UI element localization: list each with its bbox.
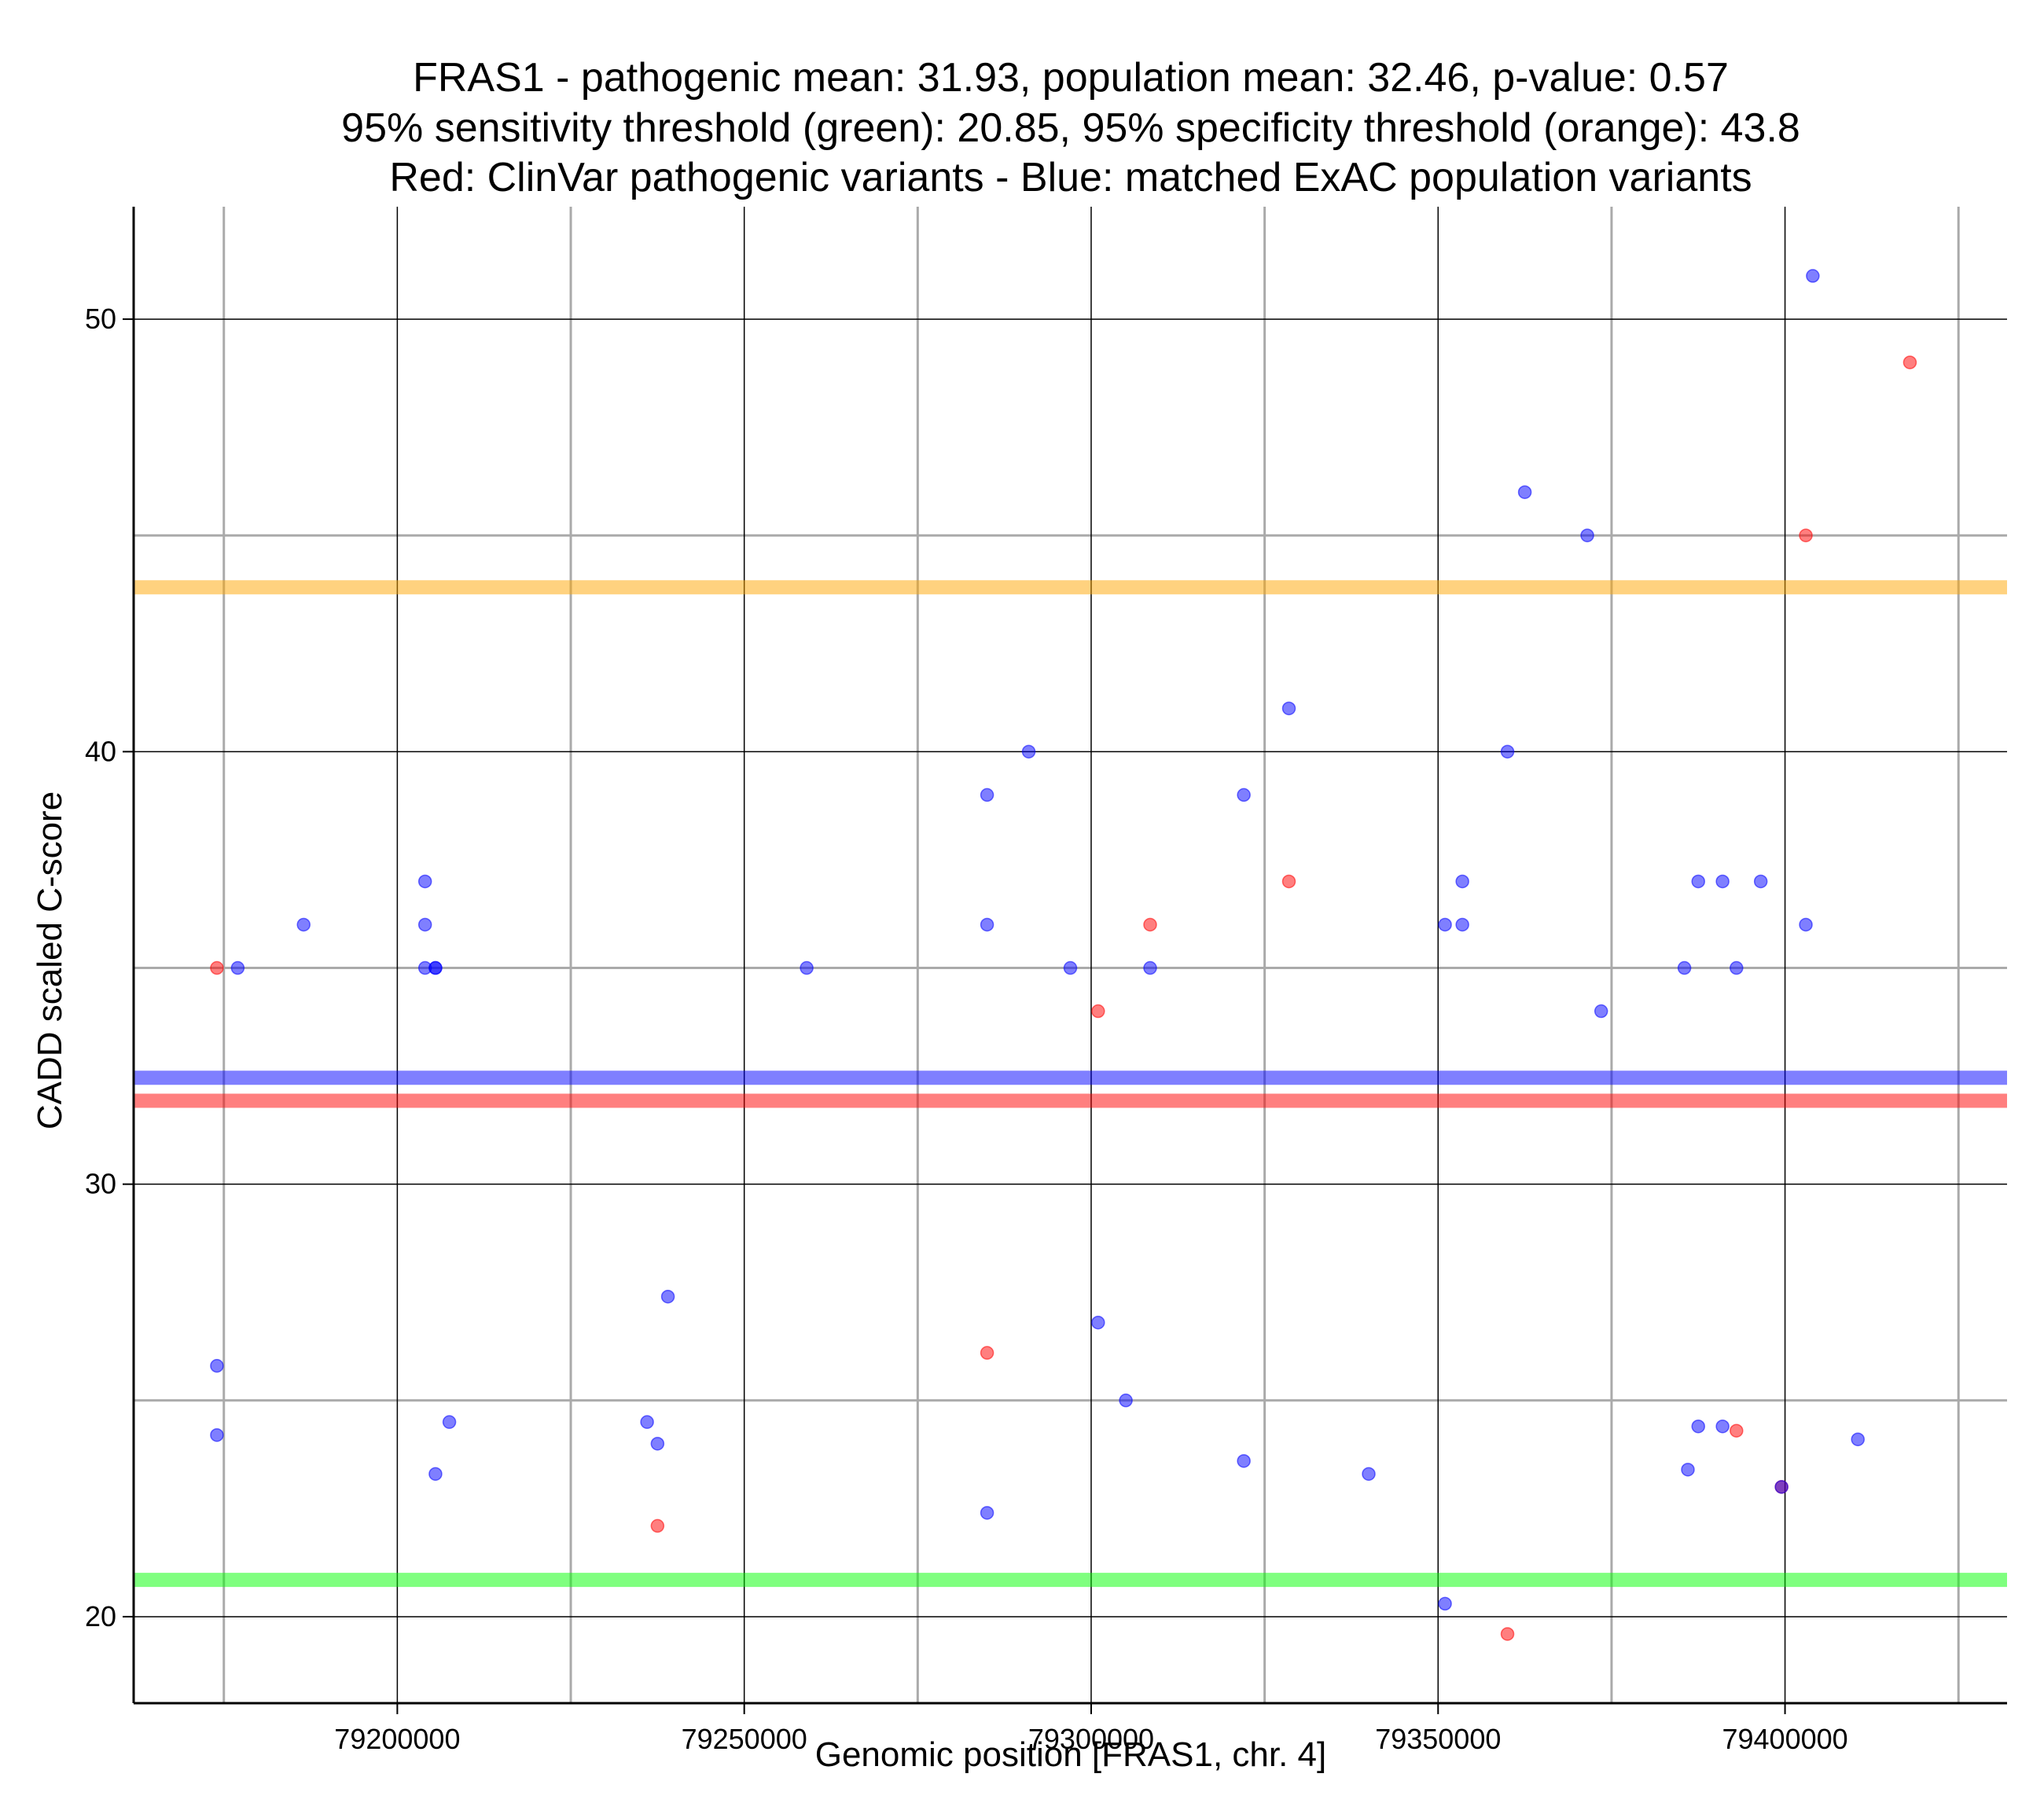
x-tick-label: 79250000	[682, 1723, 807, 1755]
pathogenic-variant-point	[1143, 917, 1157, 932]
pathogenic-variant-point	[650, 1518, 665, 1533]
population-variant-point	[442, 1415, 457, 1430]
population-variant-point	[210, 1428, 224, 1442]
population-variant-point	[1438, 917, 1452, 932]
pathogenic-variant-point	[980, 1346, 994, 1360]
population-variant-point	[1362, 1467, 1376, 1482]
y-axis-label: CADD scaled C-score	[31, 791, 69, 1129]
population-variant-point	[980, 788, 994, 802]
population-variant-point	[1691, 874, 1705, 889]
y-tick-label: 50	[85, 303, 116, 335]
population-variant-point	[428, 960, 443, 975]
population-variant-point	[640, 1415, 654, 1430]
pathogenic-variant-point	[1730, 1423, 1744, 1438]
pathogenic-variant-point	[1902, 355, 1917, 369]
population-variant-point	[1237, 788, 1251, 802]
population-variant-point	[1091, 1315, 1105, 1330]
population-variant-point	[1730, 960, 1744, 975]
population-variant-point	[1806, 269, 1820, 283]
pathogenic-variant-point	[1281, 874, 1296, 889]
population-variant-point	[1594, 1004, 1608, 1019]
axes	[132, 207, 2007, 1705]
population-variant-point	[428, 1467, 443, 1482]
pathogenic-variant-point	[210, 960, 224, 975]
pathogenic-variant-point	[1091, 1004, 1105, 1019]
pathogenic-variant-point	[1799, 528, 1813, 542]
pathogenic-variant-point	[1500, 1627, 1515, 1641]
population-variant-point	[417, 917, 432, 932]
chart-title: FRAS1 - pathogenic mean: 31.93, populati…	[341, 55, 1800, 200]
population-variant-point	[417, 874, 432, 889]
population-variant-point	[1455, 874, 1469, 889]
population-variant-point	[1677, 960, 1692, 975]
population-variant-point	[980, 1506, 994, 1520]
population-variant-point	[1237, 1454, 1251, 1468]
population-variant-point	[1281, 701, 1296, 716]
population-variant-point	[230, 960, 245, 975]
title-line-1: FRAS1 - pathogenic mean: 31.93, populati…	[413, 55, 1729, 101]
population-variant-point	[1455, 917, 1469, 932]
population-variant-point	[1715, 1419, 1730, 1434]
x-tick-label: 79350000	[1375, 1723, 1501, 1755]
x-tick-label: 79400000	[1722, 1723, 1847, 1755]
tick-labels: 79200000 79250000 79300000 79350000 79400000…	[85, 303, 1848, 1755]
population-variant-point	[1851, 1432, 1865, 1447]
reference-lines	[134, 580, 2007, 1588]
grid-lines	[134, 207, 2007, 1703]
population-variant-point	[800, 960, 814, 975]
population-variant-point	[1021, 744, 1036, 759]
population-variant-point	[660, 1289, 675, 1304]
population-variant-point	[296, 917, 311, 932]
population-variant-point	[1691, 1419, 1705, 1434]
y-tick-label: 40	[85, 735, 116, 767]
population-variant-point	[1753, 874, 1768, 889]
population-variant-point	[210, 1359, 224, 1373]
population-variant-point	[1119, 1394, 1133, 1408]
x-tick-label: 79300000	[1028, 1723, 1154, 1755]
x-axis-label: Genomic position [FRAS1, chr. 4]	[815, 1735, 1327, 1774]
population-variant-point	[1715, 874, 1730, 889]
population-variant-point	[1774, 1480, 1788, 1494]
population-variant-point	[1063, 960, 1078, 975]
population-variant-point	[650, 1437, 665, 1451]
population-variant-point	[1500, 744, 1515, 759]
data-points	[210, 269, 1917, 1641]
x-tick-label: 79200000	[334, 1723, 460, 1755]
population-variant-point	[1580, 528, 1594, 542]
population-variant-point	[1799, 917, 1813, 932]
y-tick-label: 30	[85, 1168, 116, 1200]
population-variant-point	[1517, 485, 1532, 499]
population-variant-point	[1143, 960, 1157, 975]
title-line-2: 95% sensitivity threshold (green): 20.85…	[341, 105, 1800, 151]
y-tick-label: 20	[85, 1600, 116, 1632]
population-variant-point	[1438, 1596, 1452, 1611]
population-variant-point	[1681, 1463, 1695, 1477]
title-line-3: Red: ClinVar pathogenic variants - Blue:…	[389, 155, 1752, 200]
population-variant-point	[980, 917, 994, 932]
